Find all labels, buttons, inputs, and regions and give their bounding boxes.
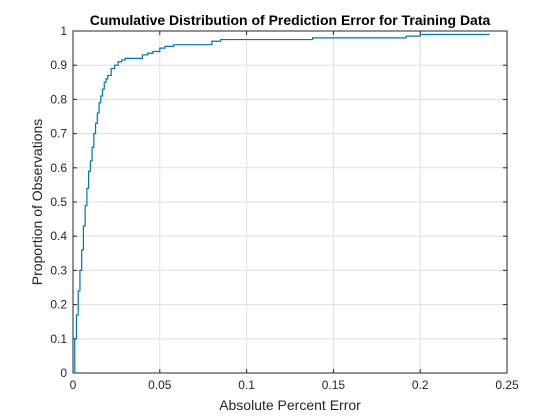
grid: [73, 31, 507, 373]
y-tick-label: 0.9: [50, 58, 67, 72]
ticks: [72, 30, 508, 374]
y-tick-label: 0.1: [50, 332, 67, 346]
x-tick-label: 0.2: [412, 378, 429, 392]
y-tick-label: 0: [60, 366, 67, 380]
y-tick-label: 0.4: [50, 229, 67, 243]
y-tick-label: 1: [60, 24, 67, 38]
x-axis-label: Absolute Percent Error: [219, 397, 361, 413]
x-tick-label: 0.25: [495, 378, 519, 392]
x-tick-label: 0.15: [322, 378, 346, 392]
y-tick-label: 0.6: [50, 161, 67, 175]
y-tick-label: 0.3: [50, 263, 67, 277]
y-tick-label: 0.7: [50, 127, 67, 141]
x-tick-labels: 0 0.05 0.1 0.15 0.2 0.25: [70, 378, 519, 392]
y-tick-label: 0.2: [50, 298, 67, 312]
x-tick-label: 0: [70, 378, 77, 392]
cdf-line: [73, 33, 490, 374]
y-tick-label: 0.5: [50, 195, 67, 209]
y-tick-labels: 0 0.1 0.2 0.3 0.4 0.5 0.6 0.7 0.8 0.9 1: [50, 24, 67, 380]
x-tick-label: 0.05: [148, 378, 172, 392]
y-tick-label: 0.8: [50, 92, 67, 106]
chart-title: Cumulative Distribution of Prediction Er…: [90, 12, 491, 28]
y-axis-label: Proportion of Observations: [29, 119, 45, 286]
x-tick-label: 0.1: [238, 378, 255, 392]
